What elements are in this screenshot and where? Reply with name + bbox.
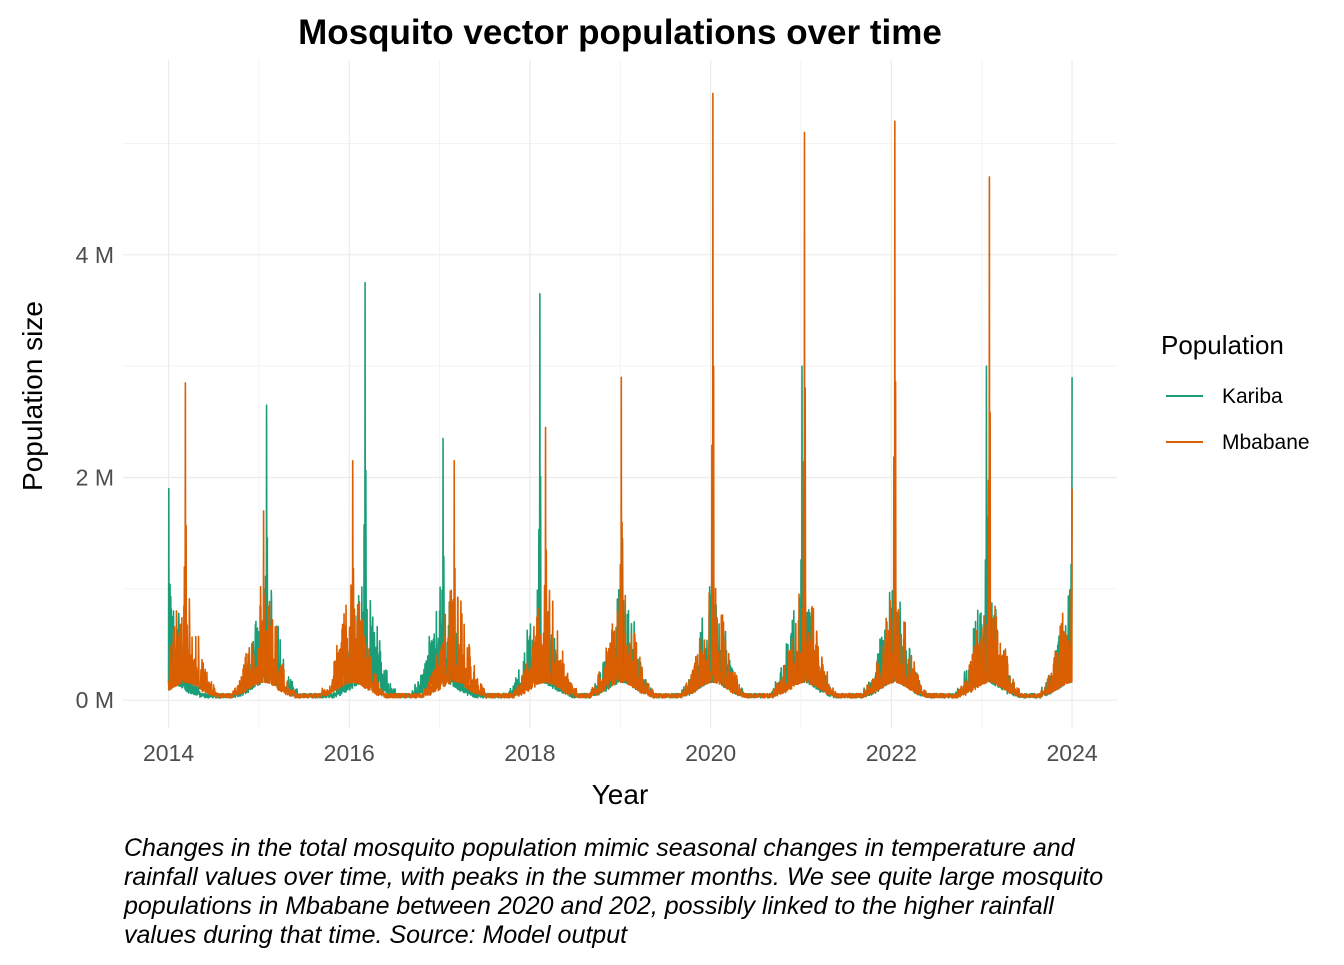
x-tick-label: 2024 [1046,740,1097,766]
legend-label-kariba: Kariba [1222,385,1283,408]
legend: Population Kariba Mbabane [1161,330,1310,454]
series-line-mbabane [167,92,1073,699]
y-axis-label: Population size [17,301,48,491]
y-tick-label: 0 M [76,687,114,713]
x-tick-label: 2022 [866,740,917,766]
chart-caption: Changes in the total mosquito population… [124,834,1104,949]
x-tick-label: 2016 [324,740,375,766]
y-tick-label: 4 M [76,242,114,268]
series-layer [167,92,1073,699]
y-tick-label: 2 M [76,465,114,491]
x-tick-label: 2014 [143,740,194,766]
x-axis-label: Year [592,779,649,810]
legend-label-mbabane: Mbabane [1222,431,1310,454]
legend-title: Population [1161,330,1284,360]
x-tick-label: 2020 [685,740,736,766]
x-tick-label: 2018 [504,740,555,766]
axes: 2014 2016 2018 2020 2022 2024 0 M 2 M 4 M [76,242,1098,766]
chart-title: Mosquito vector populations over time [298,13,942,52]
